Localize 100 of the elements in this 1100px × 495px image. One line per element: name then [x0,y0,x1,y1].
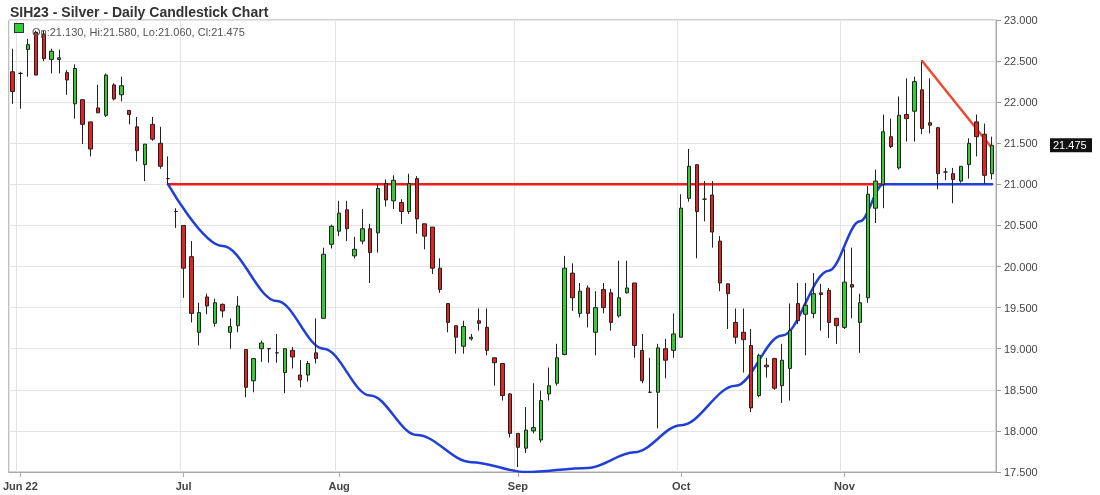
candlestick [508,392,512,438]
candlestick [150,116,155,142]
candlestick [220,303,225,318]
candlestick [586,284,590,328]
candlestick [368,223,372,284]
candlestick [539,390,543,443]
candlestick [376,183,380,254]
candlestick [803,282,808,356]
candlestick [912,76,917,143]
candlestick [314,317,318,365]
candlestick [321,247,326,319]
x-tick-label: Sep [507,479,529,492]
candlestick [609,288,613,332]
candlestick [555,343,559,387]
candlestick [166,155,170,185]
y-tick-label: 18.000 [1004,424,1038,437]
candlestick [593,290,598,356]
candlestick [733,307,738,345]
candlestick [632,282,637,359]
candlestick [189,240,194,323]
y-tick-label: 19.000 [1004,342,1038,355]
candlestick [749,328,753,413]
candlestick [329,224,334,249]
candlestick [866,185,870,304]
candlestick [881,114,885,209]
candlestick [290,346,295,369]
candlestick [104,72,108,118]
candlestick [858,293,862,354]
candlestick [920,61,924,135]
candlestick [477,307,481,332]
candlestick [446,303,450,333]
candlestick [811,272,816,319]
line-series [166,183,994,474]
candlestick [819,283,823,332]
candlestick [298,359,302,388]
candlestick [275,333,279,364]
candlestick [384,178,388,208]
y-tick-label: 20.500 [1004,219,1038,232]
candlestick [663,338,668,379]
candlestick [974,114,979,157]
text: Op:21.130, Hi:21.580, Lo:21.060, Cl:21.475 [32,25,245,38]
candlestick [158,126,163,170]
y-tick-label: 21.500 [1004,137,1038,150]
candlestick [135,116,139,162]
candlestick [461,320,466,355]
candlestick [119,76,124,102]
candlestick [679,193,683,338]
candlestick [345,200,349,242]
candlestick [49,48,54,74]
y-tick-label: 20.000 [1004,260,1038,273]
text: 21.475 [1053,139,1087,152]
candlestick [352,236,357,259]
candlestick [780,343,784,404]
candlestick [967,137,971,180]
candlestick [251,358,256,393]
candlestick [687,148,691,203]
y-tick-label: 23.000 [1004,14,1038,26]
candlestick [197,302,201,346]
x-tick-label: Jul [175,479,192,492]
candlestick [228,317,232,350]
candlestick [562,255,567,356]
candlestick [73,63,77,120]
candlestick [889,118,893,149]
candlestick [796,282,800,325]
candlestick [601,282,606,314]
y-tick-label: 21.000 [1004,178,1038,191]
candlestick [143,143,147,182]
candlestick [127,109,131,125]
candlestick [648,357,652,394]
y-tick-label: 17.500 [1004,466,1038,478]
candlestick [112,82,116,102]
candlestick [407,173,411,215]
candlestick [850,247,854,319]
candlestick [873,169,878,224]
candlestick [982,123,987,185]
candlestick [531,382,536,434]
candlestick [80,99,85,145]
candlestick [236,295,240,333]
y-tick-label: 18.500 [1004,383,1038,396]
candlestick [244,349,248,398]
candlestick [990,136,994,180]
candlestick [695,164,699,259]
candlestick [827,287,831,339]
candlestick [951,167,955,204]
candlestick [726,283,730,330]
y-tick-label: 22.000 [1004,96,1038,109]
y-tick-label: 19.500 [1004,301,1038,314]
candlestick [181,224,186,299]
candlestick [834,317,839,345]
candlestick [943,167,948,181]
candlestick [18,71,23,110]
candlestick [10,48,15,105]
candlestick [702,180,707,222]
chart-title: SIH23 - Silver - Daily Candlestick Chart [10,4,269,20]
candlestick [640,333,644,384]
candlestick [570,262,575,312]
candlestick [360,208,365,245]
candlestick [718,235,722,292]
x-tick-label: Aug [328,479,350,492]
candlestick [928,77,932,134]
